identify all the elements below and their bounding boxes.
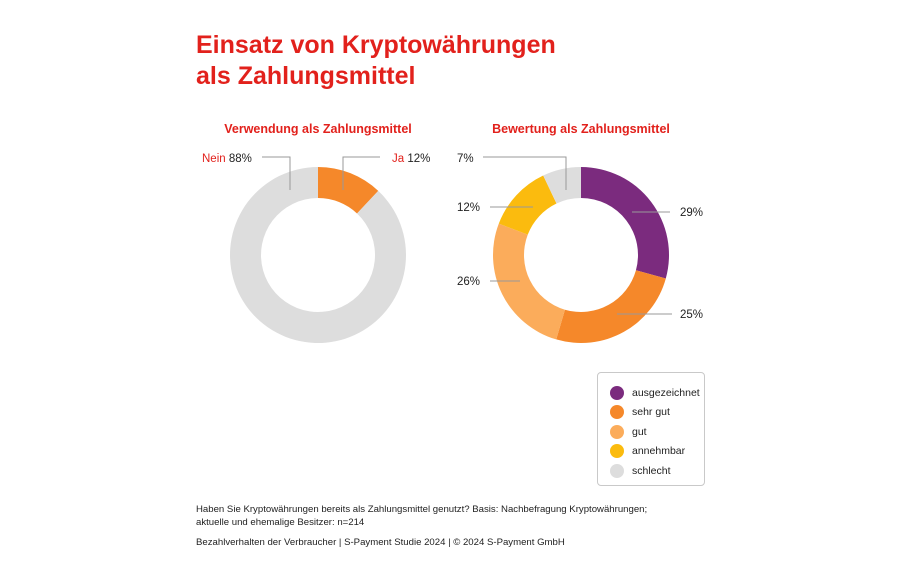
legend-item-gut: gut: [610, 422, 704, 442]
leader-line: [342, 156, 380, 190]
legend-swatch: [610, 463, 624, 478]
legend-label: ausgezeichnet: [632, 386, 700, 399]
legend-item-schlecht: schlecht: [610, 461, 704, 481]
legend-label: schlecht: [632, 464, 671, 477]
legend-swatch: [610, 385, 624, 400]
title-line-1: Einsatz von Kryptowährungen: [196, 31, 556, 59]
footer-question: Haben Sie Kryptowährungen bereits als Za…: [196, 504, 648, 515]
slice-Ja: [318, 167, 379, 214]
footer-source: Bezahlverhalten der Verbraucher | S-Paym…: [196, 537, 565, 548]
legend-label: gut: [632, 425, 647, 438]
slice-ausgezeichnet: [581, 167, 669, 279]
slice-annehmbar: [498, 175, 557, 235]
slice-label-schlecht: 7%: [457, 153, 474, 165]
slice-Nein: [230, 167, 406, 343]
chart-1-title: Verwendung als Zahlungsmittel: [224, 122, 412, 136]
slice-label-ja: Ja 12%: [392, 153, 430, 165]
slice-schlecht: [543, 167, 581, 204]
legend: ausgezeichnet sehr gut gut annehmbar sch…: [597, 372, 705, 486]
rating-donut: 29% 25% 26% 12% 7%: [457, 153, 703, 343]
legend-swatch: [610, 424, 624, 439]
leader-line: [262, 156, 291, 190]
chart-2-title: Bewertung als Zahlungsmittel: [492, 122, 670, 136]
slice-label-sehr-gut: 25%: [680, 309, 703, 321]
slice-label-nein: Nein 88%: [202, 153, 252, 165]
title-line-2: als Zahlungsmittel: [196, 62, 416, 90]
page-title: Einsatz von Kryptowährungen als Zahlungs…: [196, 30, 556, 92]
legend-item-sehr-gut: sehr gut: [610, 403, 704, 423]
legend-swatch: [610, 444, 624, 459]
slice-gut: [493, 223, 565, 340]
footer-basis: aktuelle und ehemalige Besitzer: n=214: [196, 517, 365, 528]
slice-sehr-gut: [556, 270, 666, 343]
slice-label-ausgezeichnet: 29%: [680, 207, 703, 219]
legend-swatch: [610, 405, 624, 420]
slice-label-gut: 26%: [457, 276, 480, 288]
legend-item-annehmbar: annehmbar: [610, 442, 704, 462]
usage-donut: Ja 12% Nein 88%: [202, 153, 430, 343]
legend-label: sehr gut: [632, 406, 670, 419]
legend-item-ausgezeichnet: ausgezeichnet: [610, 383, 704, 403]
slice-label-annehmbar: 12%: [457, 202, 480, 214]
leader-line: [483, 156, 567, 190]
legend-label: annehmbar: [632, 445, 686, 458]
